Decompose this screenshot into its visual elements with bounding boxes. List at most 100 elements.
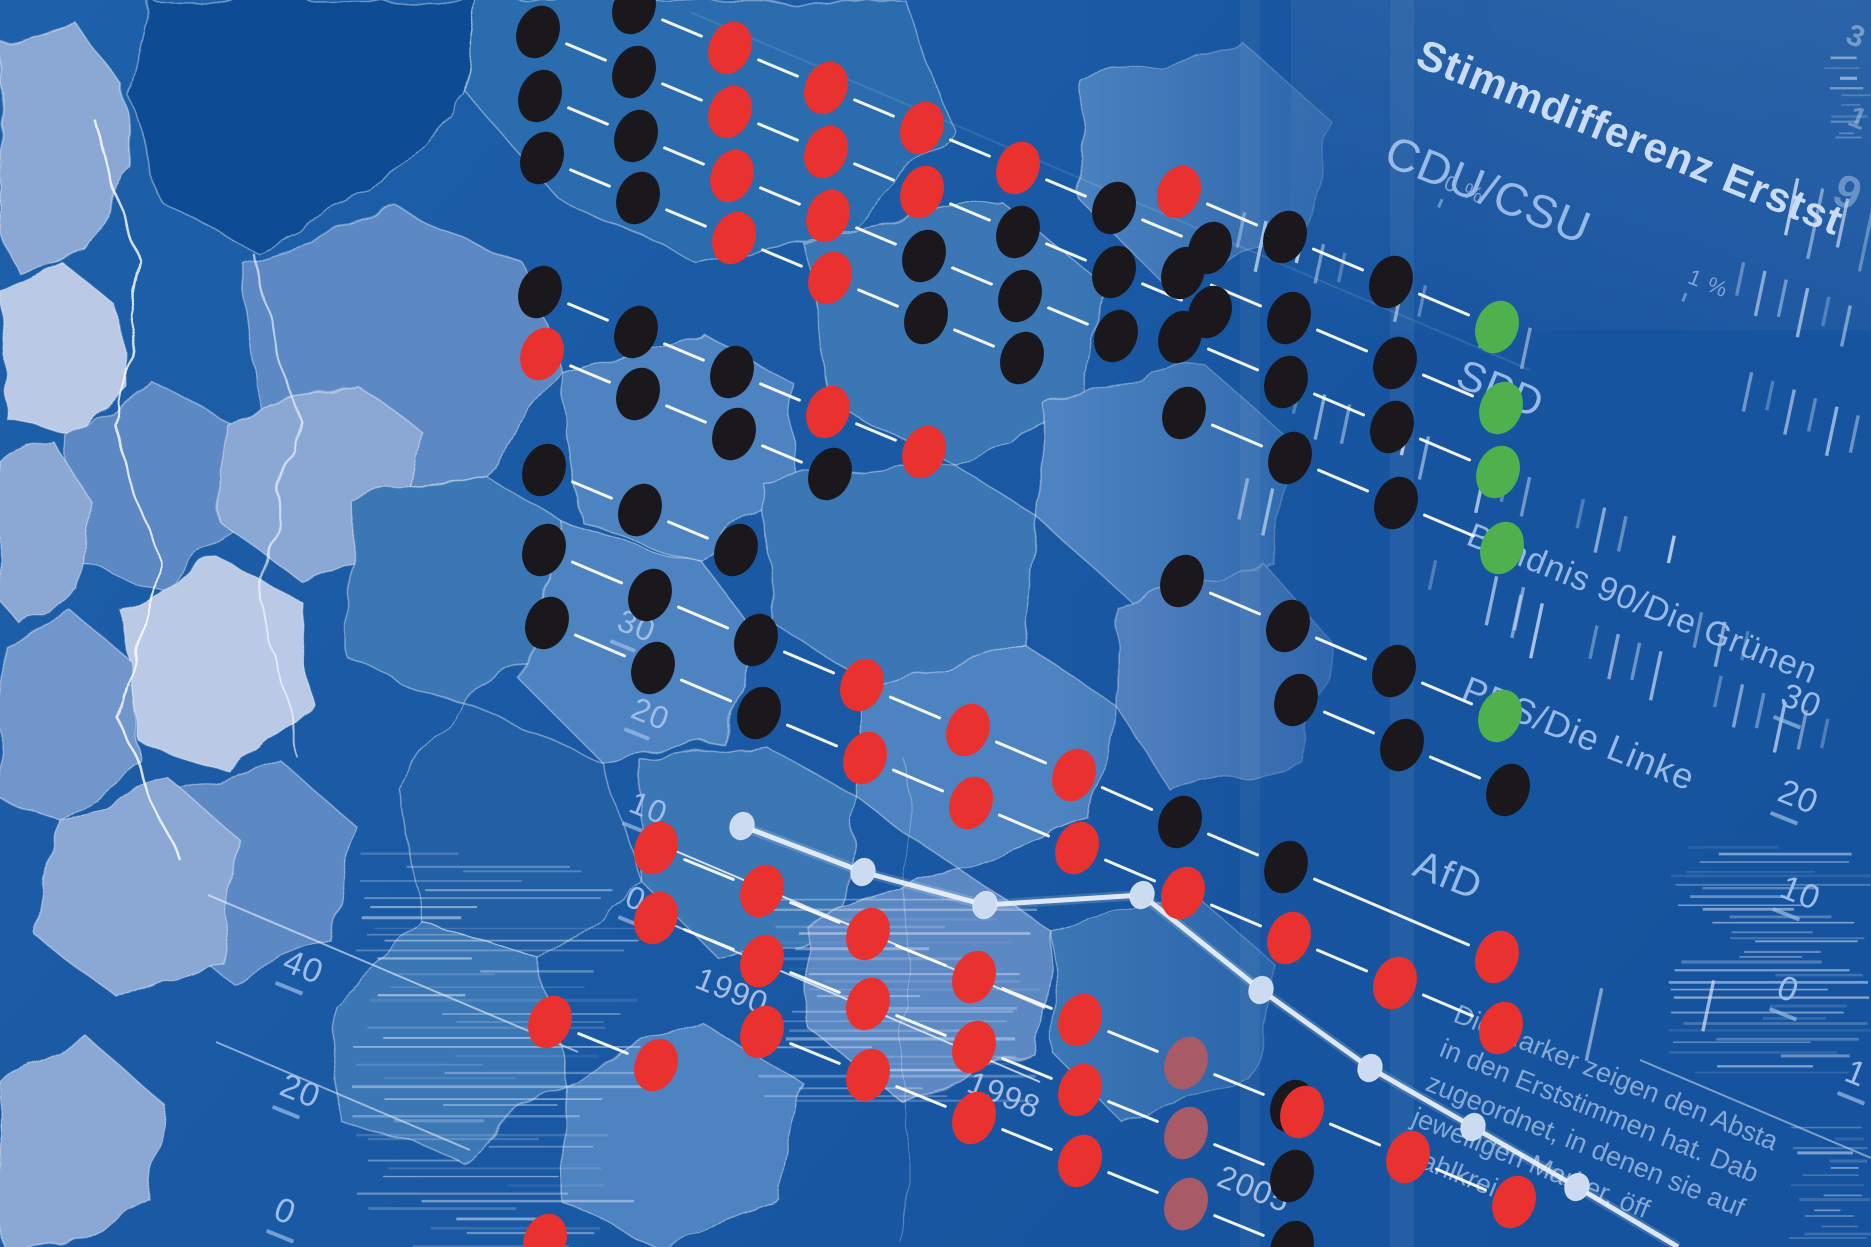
dot-red[interactable] — [988, 135, 1047, 201]
dot-green[interactable] — [1468, 439, 1527, 505]
dot-red[interactable] — [944, 1085, 1003, 1151]
trend-marker[interactable] — [1561, 1170, 1594, 1205]
dot-black[interactable] — [606, 299, 665, 365]
dot-red[interactable] — [1484, 1169, 1543, 1235]
dot-black[interactable] — [623, 635, 682, 701]
dot-green[interactable] — [1472, 515, 1531, 581]
dot-red[interactable] — [944, 1014, 1003, 1080]
dot-black[interactable] — [1255, 204, 1314, 270]
dot-black[interactable] — [510, 63, 569, 129]
trend-marker[interactable] — [1126, 878, 1159, 913]
dot-black[interactable] — [706, 517, 765, 583]
dot-black[interactable] — [1150, 789, 1209, 855]
dot-black[interactable] — [702, 339, 761, 405]
dot-black[interactable] — [1084, 175, 1143, 241]
dot-red[interactable] — [892, 95, 951, 161]
dot-black[interactable] — [1256, 349, 1315, 415]
dot-red[interactable] — [512, 321, 571, 387]
dot-black[interactable] — [608, 165, 667, 231]
dot-black[interactable] — [604, 39, 663, 105]
dot-black[interactable] — [1361, 249, 1420, 315]
trend-marker[interactable] — [1245, 973, 1278, 1008]
dot-black[interactable] — [608, 361, 667, 427]
dot-black[interactable] — [517, 590, 576, 656]
dot-red[interactable] — [702, 143, 761, 209]
dot-red[interactable] — [1153, 860, 1212, 926]
dot-darkred[interactable] — [1156, 1100, 1215, 1166]
trend-marker[interactable] — [1354, 1051, 1387, 1086]
dot-red[interactable] — [626, 885, 685, 951]
dot-black[interactable] — [1150, 304, 1209, 370]
dot-black[interactable] — [726, 607, 785, 673]
dot-black[interactable] — [1154, 380, 1213, 446]
dot-red[interactable] — [944, 944, 1003, 1010]
dot-darkred[interactable] — [1156, 1171, 1215, 1237]
dot-red[interactable] — [700, 79, 759, 145]
trend-marker[interactable] — [969, 888, 1002, 923]
dot-red[interactable] — [800, 245, 859, 311]
dot-red[interactable] — [515, 1207, 574, 1247]
dot-black[interactable] — [1364, 638, 1423, 704]
dot-black[interactable] — [1478, 757, 1537, 823]
dot-black[interactable] — [896, 285, 955, 351]
dot-red[interactable] — [1044, 742, 1103, 808]
dot-green[interactable] — [1470, 683, 1529, 749]
dot-black[interactable] — [1152, 548, 1211, 614]
dot-black[interactable] — [1262, 1143, 1321, 1209]
dot-red[interactable] — [1149, 159, 1208, 225]
dot-red[interactable] — [796, 119, 855, 185]
dot-black[interactable] — [1365, 330, 1424, 396]
dot-red[interactable] — [894, 419, 953, 485]
dot-black[interactable] — [1262, 1214, 1321, 1247]
dot-black[interactable] — [992, 325, 1051, 391]
dot-black[interactable] — [1266, 667, 1325, 733]
dot-black[interactable] — [990, 263, 1049, 329]
dot-black[interactable] — [988, 199, 1047, 265]
dot-black[interactable] — [610, 477, 669, 543]
dot-black[interactable] — [620, 562, 679, 628]
dot-red[interactable] — [1050, 1128, 1109, 1194]
dot-red[interactable] — [798, 379, 857, 445]
dot-red[interactable] — [892, 159, 951, 225]
dot-black[interactable] — [1258, 593, 1317, 659]
dot-black[interactable] — [1084, 239, 1143, 305]
dot-black[interactable] — [606, 103, 665, 169]
dot-red[interactable] — [732, 928, 791, 994]
dot-red[interactable] — [1050, 987, 1109, 1053]
dot-red[interactable] — [520, 989, 579, 1055]
dot-red[interactable] — [1378, 1124, 1437, 1190]
dot-red[interactable] — [732, 999, 791, 1065]
dot-red[interactable] — [838, 901, 897, 967]
dot-red[interactable] — [938, 697, 997, 763]
dot-red[interactable] — [835, 725, 894, 791]
dot-black[interactable] — [1366, 470, 1425, 536]
dot-red[interactable] — [1467, 924, 1526, 990]
dot-black[interactable] — [894, 223, 953, 289]
dot-black[interactable] — [704, 401, 763, 467]
dot-black[interactable] — [800, 441, 859, 507]
dot-red[interactable] — [700, 15, 759, 81]
dot-red[interactable] — [1047, 815, 1106, 881]
dot-red[interactable] — [626, 815, 685, 881]
dot-red[interactable] — [626, 1032, 685, 1098]
dot-black[interactable] — [508, 0, 567, 65]
dot-red[interactable] — [796, 55, 855, 121]
dot-red[interactable] — [732, 858, 791, 924]
dot-red[interactable] — [1365, 950, 1424, 1016]
trend-marker[interactable] — [847, 855, 880, 890]
dot-red[interactable] — [832, 652, 891, 718]
dot-black[interactable] — [514, 517, 573, 583]
dot-black[interactable] — [514, 437, 573, 503]
dot-black[interactable] — [512, 125, 571, 191]
dot-red[interactable] — [1471, 995, 1530, 1061]
dot-red[interactable] — [941, 770, 1000, 836]
dot-black[interactable] — [1372, 712, 1431, 778]
dot-black[interactable] — [1086, 303, 1145, 369]
dot-black[interactable] — [1259, 285, 1318, 351]
dot-red[interactable] — [838, 971, 897, 1037]
dot-darkred[interactable] — [1156, 1030, 1215, 1096]
dot-black[interactable] — [1256, 834, 1315, 900]
trend-marker[interactable] — [726, 809, 759, 844]
dot-red[interactable] — [798, 183, 857, 249]
dot-red[interactable] — [838, 1042, 897, 1108]
